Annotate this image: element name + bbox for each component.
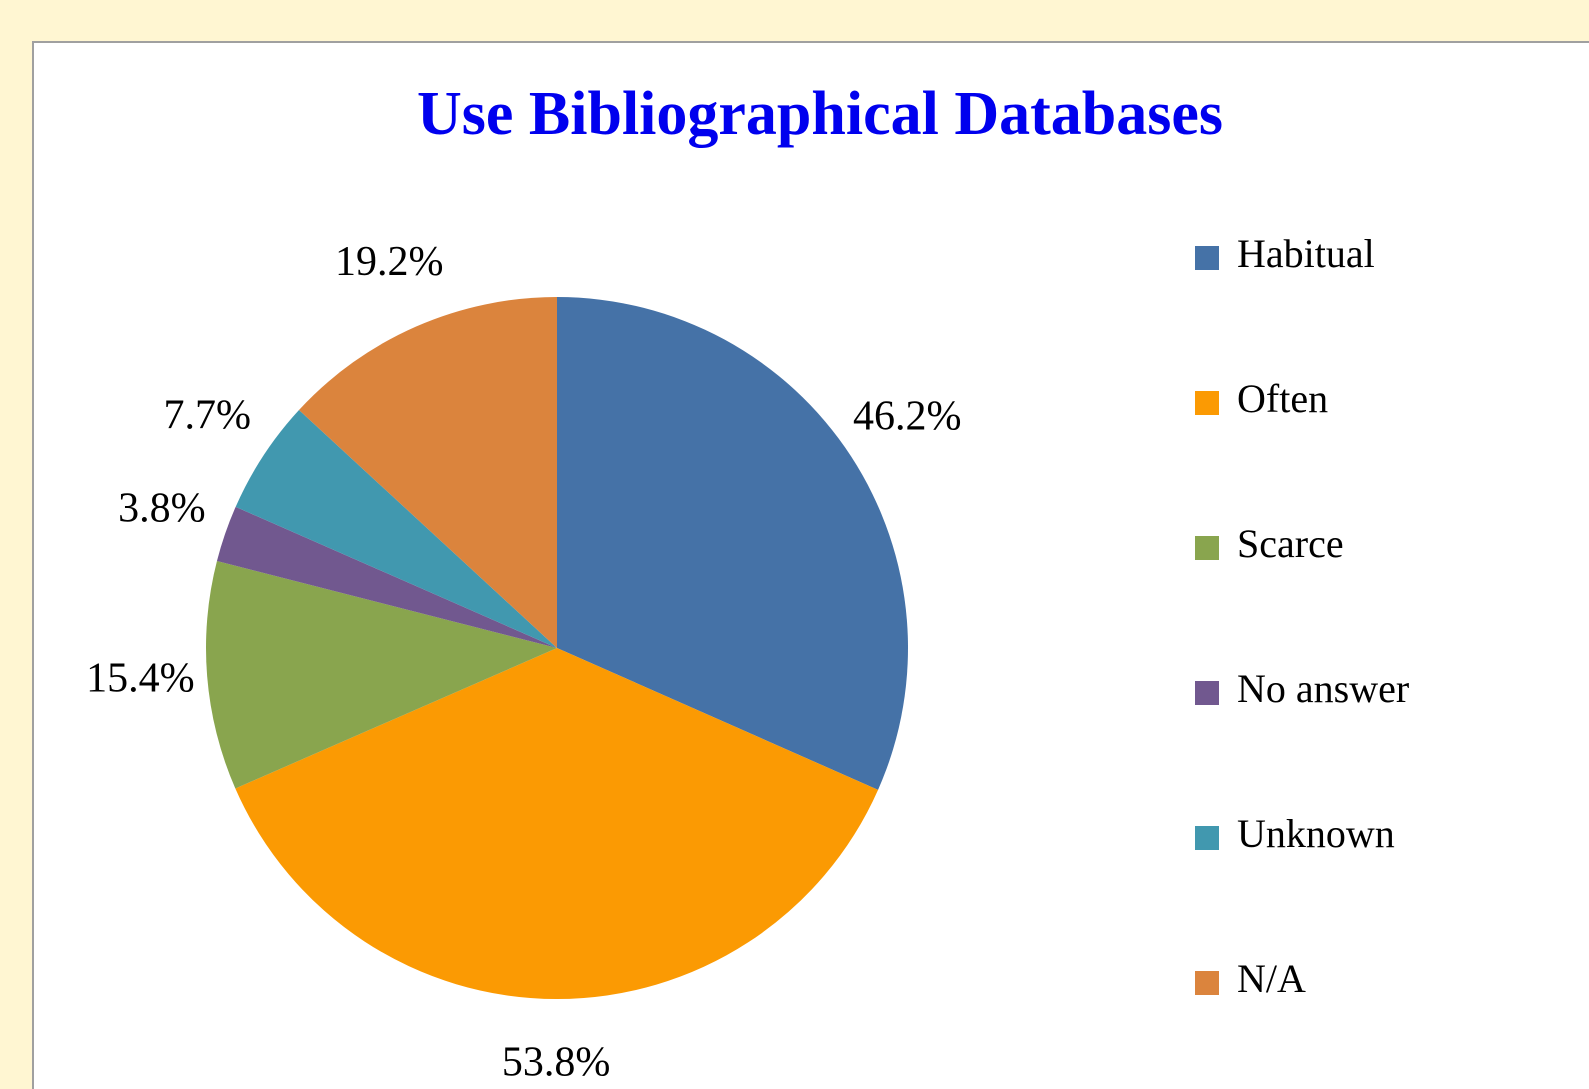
legend-label: N/A bbox=[1237, 956, 1306, 1001]
legend-swatch bbox=[1195, 971, 1219, 995]
legend-swatch bbox=[1195, 246, 1219, 270]
pie-slice bbox=[205, 560, 557, 789]
legend-label: Unknown bbox=[1237, 811, 1395, 856]
data-label: 46.2% bbox=[853, 393, 962, 439]
legend-swatch bbox=[1195, 681, 1219, 705]
legend-swatch bbox=[1195, 536, 1219, 560]
chart-title: Use Bibliographical Databases bbox=[417, 80, 1223, 148]
data-label: 53.8% bbox=[502, 1040, 611, 1086]
data-label: 15.4% bbox=[86, 655, 195, 701]
legend-label: Habitual bbox=[1237, 231, 1375, 276]
legend-swatch bbox=[1195, 826, 1219, 850]
pie-slice bbox=[299, 297, 557, 648]
legend-label: No answer bbox=[1237, 666, 1409, 711]
data-label: 3.8% bbox=[118, 485, 206, 531]
legend-label: Scarce bbox=[1237, 521, 1344, 566]
legend-label: Often bbox=[1237, 376, 1328, 421]
pie-slice bbox=[235, 648, 879, 999]
pie-slice bbox=[216, 506, 557, 648]
pie-slice bbox=[235, 410, 557, 648]
legend-swatch bbox=[1195, 391, 1219, 415]
data-label: 7.7% bbox=[163, 393, 251, 439]
pie-slice bbox=[557, 297, 908, 790]
data-label: 19.2% bbox=[335, 239, 444, 285]
